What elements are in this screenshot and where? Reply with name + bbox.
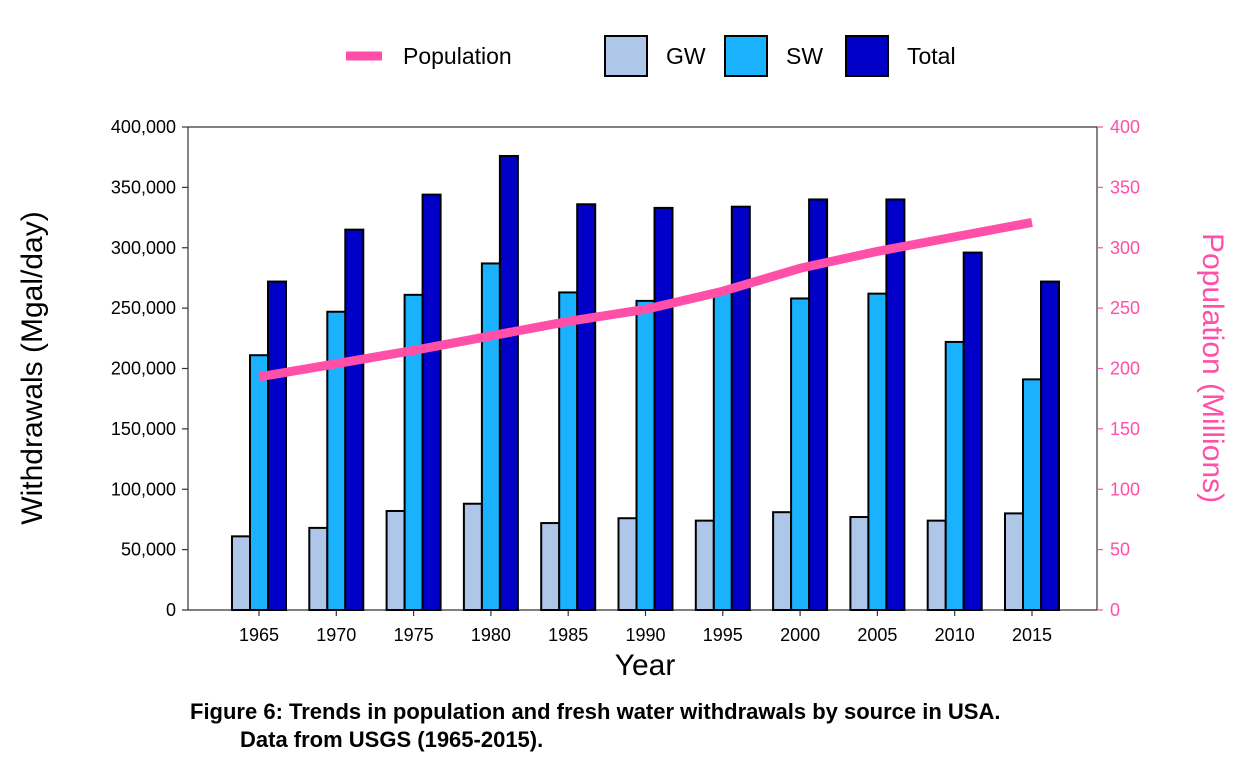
bar-gw-1995 [694,519,715,612]
bar-sw-2010 [944,340,965,611]
bar-gw-1965 [231,535,251,612]
bar-total-2005 [885,198,906,611]
bar-total-2000 [808,198,829,611]
legend-swatch-sw [724,35,768,77]
bar-sw-1965 [249,354,269,611]
bar-total-1970 [344,228,365,611]
x-tick-label: 2005 [857,625,897,645]
y2-tick-label: 300 [1110,238,1140,258]
bar-total-1995 [730,205,751,611]
legend: Population GW SW Total [346,35,956,77]
y2-tick-label: 100 [1110,479,1140,499]
bar-sw-1990 [635,299,656,611]
legend-label-population: Population [403,43,512,69]
bar-total-1975 [421,193,442,611]
bar-sw-2005 [867,292,888,611]
x-tick-label: 1985 [548,625,588,645]
y2-axis-title: Population (Millions) [1196,233,1229,503]
y2-tick-label: 0 [1110,600,1120,620]
bars [231,154,1060,612]
bar-gw-1970 [308,526,329,612]
y2-tick-label: 250 [1110,298,1140,318]
bar-gw-2010 [926,519,947,612]
legend-swatch-total [845,35,889,77]
bar-sw-2000 [790,297,811,611]
y-tick-label: 300,000 [111,238,176,258]
bar-gw-1980 [462,502,483,611]
bar-total-1985 [576,203,597,611]
bar-gw-2000 [772,511,793,612]
y-tick-label: 400,000 [111,117,176,137]
caption-line-1: Figure 6: Trends in population and fresh… [190,699,1001,724]
bar-sw-1975 [403,293,424,611]
y-tick-label: 150,000 [111,419,176,439]
figure-caption: Figure 6: Trends in population and fresh… [190,698,1230,754]
y2-tick-label: 400 [1110,117,1140,137]
caption-line-2: Data from USGS (1965-2015). [240,727,544,752]
bar-total-2010 [962,251,983,612]
bar-gw-2005 [849,516,870,612]
y2-tick-label: 200 [1110,359,1140,379]
bar-gw-1985 [540,522,561,611]
bar-sw-1995 [712,290,733,611]
legend-label-sw: SW [786,43,823,69]
y-tick-label: 100,000 [111,479,176,499]
y-axis-left: 0 50,000 100,000 150,000 200,000 250,000 300,0… [111,117,189,620]
x-tick-label: 1980 [471,625,511,645]
x-tick-label: 2010 [935,625,975,645]
bar-gw-1990 [617,517,638,611]
bar-total-2015 [1040,280,1060,611]
x-tick-label: 2015 [1012,625,1052,645]
legend-label-total: Total [907,43,956,69]
y-tick-label: 350,000 [111,177,176,197]
bar-sw-1970 [326,310,347,611]
y2-tick-label: 350 [1110,177,1140,197]
bar-total-1990 [653,206,674,611]
bar-total-1980 [498,154,519,611]
chart: Population GW SW Total 0 50,000 100,000 150,00… [16,35,1229,682]
x-tick-label: 2000 [780,625,820,645]
bar-gw-2015 [1004,512,1024,612]
y-axis-title: Withdrawals (Mgal/day) [16,211,49,524]
y-tick-label: 200,000 [111,359,176,379]
y2-tick-label: 150 [1110,419,1140,439]
bar-gw-1975 [385,509,406,611]
y-tick-label: 250,000 [111,298,176,318]
population-series-line [258,217,1033,382]
x-tick-label: 1965 [239,625,279,645]
y-axis-right: 0 50 100 150 200 250 300 350 400 [1096,117,1140,620]
y-tick-label: 0 [166,600,176,620]
y-tick-label: 50,000 [121,540,176,560]
x-tick-label: 1975 [394,625,434,645]
x-tick-label: 1990 [625,625,665,645]
population-line [258,217,1033,382]
bar-sw-1985 [558,291,579,611]
bar-sw-2015 [1022,378,1042,611]
bar-total-1965 [267,280,287,611]
x-tick-label: 1970 [316,625,356,645]
x-tick-label: 1995 [703,625,743,645]
legend-swatch-gw [604,35,648,77]
bar-sw-1980 [480,262,501,611]
x-axis-title: Year [615,649,676,682]
legend-label-gw: GW [666,43,706,69]
y2-tick-label: 50 [1110,540,1130,560]
